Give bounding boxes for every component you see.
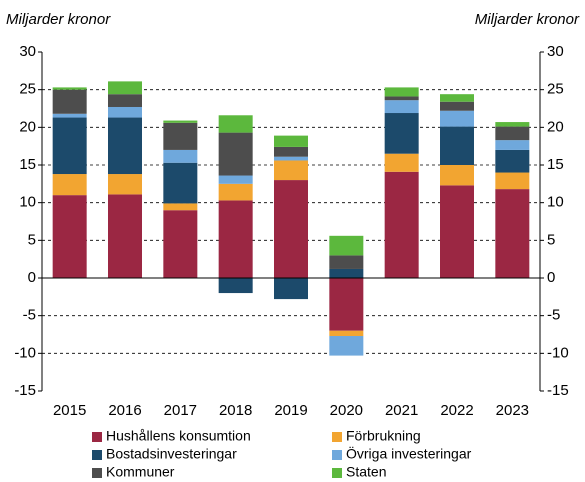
x-tick-label: 2023 xyxy=(496,402,529,419)
y2-tick-label: -15 xyxy=(547,382,569,399)
y-axis-title: Miljarder kronor xyxy=(6,11,111,28)
x-tick-label: 2018 xyxy=(219,402,252,419)
legend-swatch xyxy=(332,432,342,442)
y2-tick-label: 5 xyxy=(547,231,555,248)
bar-segment xyxy=(495,189,530,278)
legend-label: Bostadsinvesteringar xyxy=(106,446,237,462)
y-tick-label: 30 xyxy=(19,43,36,60)
y-tick-label: 15 xyxy=(19,156,36,173)
bar-segment xyxy=(274,146,308,157)
legend-swatch xyxy=(92,450,102,460)
x-tick-label: 2015 xyxy=(53,402,86,419)
legend-label: Kommuner xyxy=(106,464,175,480)
bar-segment xyxy=(329,278,364,331)
legend-swatch xyxy=(332,450,342,460)
bar-segment xyxy=(274,135,308,147)
bar-segment xyxy=(52,174,87,196)
x-tick-label: 2022 xyxy=(440,402,473,419)
bar-segment xyxy=(495,172,530,190)
bar-segment xyxy=(440,165,474,186)
bar-segment xyxy=(163,210,198,278)
bar-segment xyxy=(163,120,198,123)
y-tick-label: -5 xyxy=(23,307,36,324)
bar-segment xyxy=(495,126,530,141)
y-tick-label: 20 xyxy=(19,118,36,135)
bar-segment xyxy=(218,115,253,133)
y2-tick-label: 30 xyxy=(547,43,564,60)
y-tick-label: 0 xyxy=(28,269,36,286)
y2-tick-label: -10 xyxy=(547,344,569,361)
y2-tick-label: 15 xyxy=(547,156,564,173)
legend-label: Staten xyxy=(346,464,386,480)
y2-tick-label: 0 xyxy=(547,269,555,286)
bar-segment xyxy=(440,110,474,127)
x-tick-label: 2016 xyxy=(108,402,141,419)
y-tick-label: 10 xyxy=(19,194,36,211)
bar-segment xyxy=(384,100,419,114)
legend-label: Övriga investeringar xyxy=(346,445,472,462)
y-tick-label: 5 xyxy=(28,231,36,248)
bar-segment xyxy=(52,117,87,175)
y-tick-label: 25 xyxy=(19,81,36,98)
legend-swatch xyxy=(92,468,102,478)
bar-segment xyxy=(329,268,364,278)
bar-segment xyxy=(163,203,198,211)
bar-segment xyxy=(384,171,419,278)
bar-segment xyxy=(163,149,198,163)
y2-tick-label: -5 xyxy=(547,307,560,324)
bar-segment xyxy=(108,174,142,195)
bar-segment xyxy=(495,140,530,150)
x-tick-label: 2020 xyxy=(330,402,363,419)
y2-tick-label: 10 xyxy=(547,194,564,211)
y-tick-label: -10 xyxy=(14,344,36,361)
legend-label: Hushållens konsumtion xyxy=(106,428,251,444)
bar-segment xyxy=(274,180,308,278)
bar-segment xyxy=(163,162,198,204)
bar-segment xyxy=(440,185,474,278)
bar-segment xyxy=(384,113,419,154)
x-tick-label: 2017 xyxy=(164,402,197,419)
bar-segment xyxy=(495,122,530,127)
bar-segment xyxy=(108,106,142,118)
bar-segment xyxy=(108,117,142,175)
bar-segment xyxy=(108,94,142,107)
bar-segment xyxy=(52,195,87,278)
bar-segment xyxy=(108,194,142,278)
bar-segment xyxy=(218,175,253,184)
bar-segment xyxy=(218,200,253,278)
y2-tick-label: 25 xyxy=(547,81,564,98)
bar-segment xyxy=(163,122,198,150)
bar-segment xyxy=(384,96,419,101)
bar-segment xyxy=(329,336,364,356)
bar-segment xyxy=(218,183,253,201)
legend-swatch xyxy=(92,432,102,442)
bar-segment xyxy=(440,101,474,111)
bar-segment xyxy=(108,81,142,95)
bar-segment xyxy=(52,113,87,118)
bar-segment xyxy=(52,87,87,90)
bar-segment xyxy=(329,235,364,256)
x-tick-label: 2019 xyxy=(274,402,307,419)
y2-tick-label: 20 xyxy=(547,118,564,135)
legend-swatch xyxy=(332,468,342,478)
bar-segment xyxy=(384,87,419,97)
bar-segment xyxy=(495,149,530,173)
bar-segment xyxy=(440,126,474,165)
y-tick-label: -15 xyxy=(14,382,36,399)
bar-segment xyxy=(384,153,419,172)
bar-segment xyxy=(329,330,364,337)
bar-segment xyxy=(274,156,308,161)
bar-segment xyxy=(218,278,253,294)
bar-segment xyxy=(440,94,474,102)
bar-segment xyxy=(329,255,364,269)
bar-segment xyxy=(52,89,87,114)
y2-axis-title: Miljarder kronor xyxy=(475,11,580,28)
bar-segment xyxy=(274,160,308,181)
legend-label: Förbrukning xyxy=(346,428,421,444)
bar-segment xyxy=(218,132,253,176)
bar-segment xyxy=(274,278,308,300)
x-tick-label: 2021 xyxy=(385,402,418,419)
